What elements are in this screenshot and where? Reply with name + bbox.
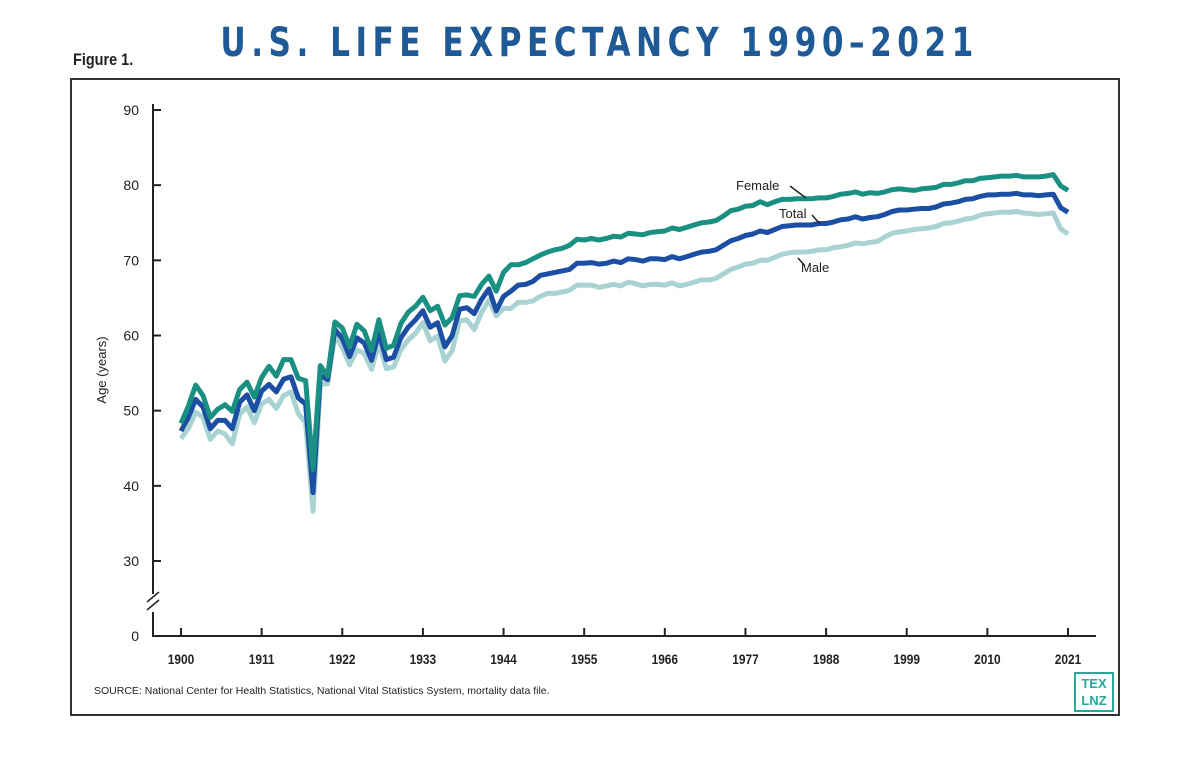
series-line-female (178, 172, 1070, 472)
x-tick-label: 1911 (249, 651, 275, 667)
x-tick-label: 1922 (329, 651, 355, 667)
y-tick-label: 90 (123, 102, 139, 118)
series-label-leader (797, 257, 806, 267)
y-tick-label: 80 (123, 177, 139, 193)
series-label-total: Total (779, 206, 807, 221)
y-tick-label: 50 (123, 403, 139, 419)
x-tick-label: 1999 (893, 651, 919, 667)
series-label-leader (789, 185, 807, 199)
source-note: SOURCE: National Center for Health Stati… (94, 685, 550, 697)
x-tick-label: 1988 (813, 651, 839, 667)
series-label-female: Female (736, 178, 779, 193)
x-tick-label: 1933 (410, 651, 436, 667)
x-tick-label: 1900 (168, 651, 194, 667)
y-axis-label: Age (years) (94, 336, 109, 403)
y-tick-label: 0 (131, 628, 139, 644)
x-tick-label: 1944 (490, 651, 517, 667)
series-label-male: Male (801, 260, 829, 275)
x-tick-label: 2021 (1055, 651, 1081, 667)
logo-line2: LNZ (1081, 693, 1107, 708)
logo-line1: TEX (1081, 676, 1107, 691)
y-tick-label: 40 (123, 478, 139, 494)
x-tick-label: 1977 (732, 651, 758, 667)
series-label-leader (811, 214, 821, 225)
texlnz-logo: TEX LNZ (1074, 672, 1114, 712)
y-tick-label: 60 (123, 328, 139, 344)
y-tick-label: 30 (123, 553, 139, 569)
axis-break-mark (146, 591, 160, 611)
y-tick-label: 70 (123, 252, 139, 268)
x-tick-label: 1955 (571, 651, 597, 667)
x-tick-label: 2010 (974, 651, 1000, 667)
figure-label: Figure 1. (73, 50, 134, 69)
x-tick-label: 1966 (652, 651, 678, 667)
page-title: U.S. LIFE EXPECTANCY 1990–2021 (220, 20, 979, 66)
chart-frame (70, 78, 1120, 716)
